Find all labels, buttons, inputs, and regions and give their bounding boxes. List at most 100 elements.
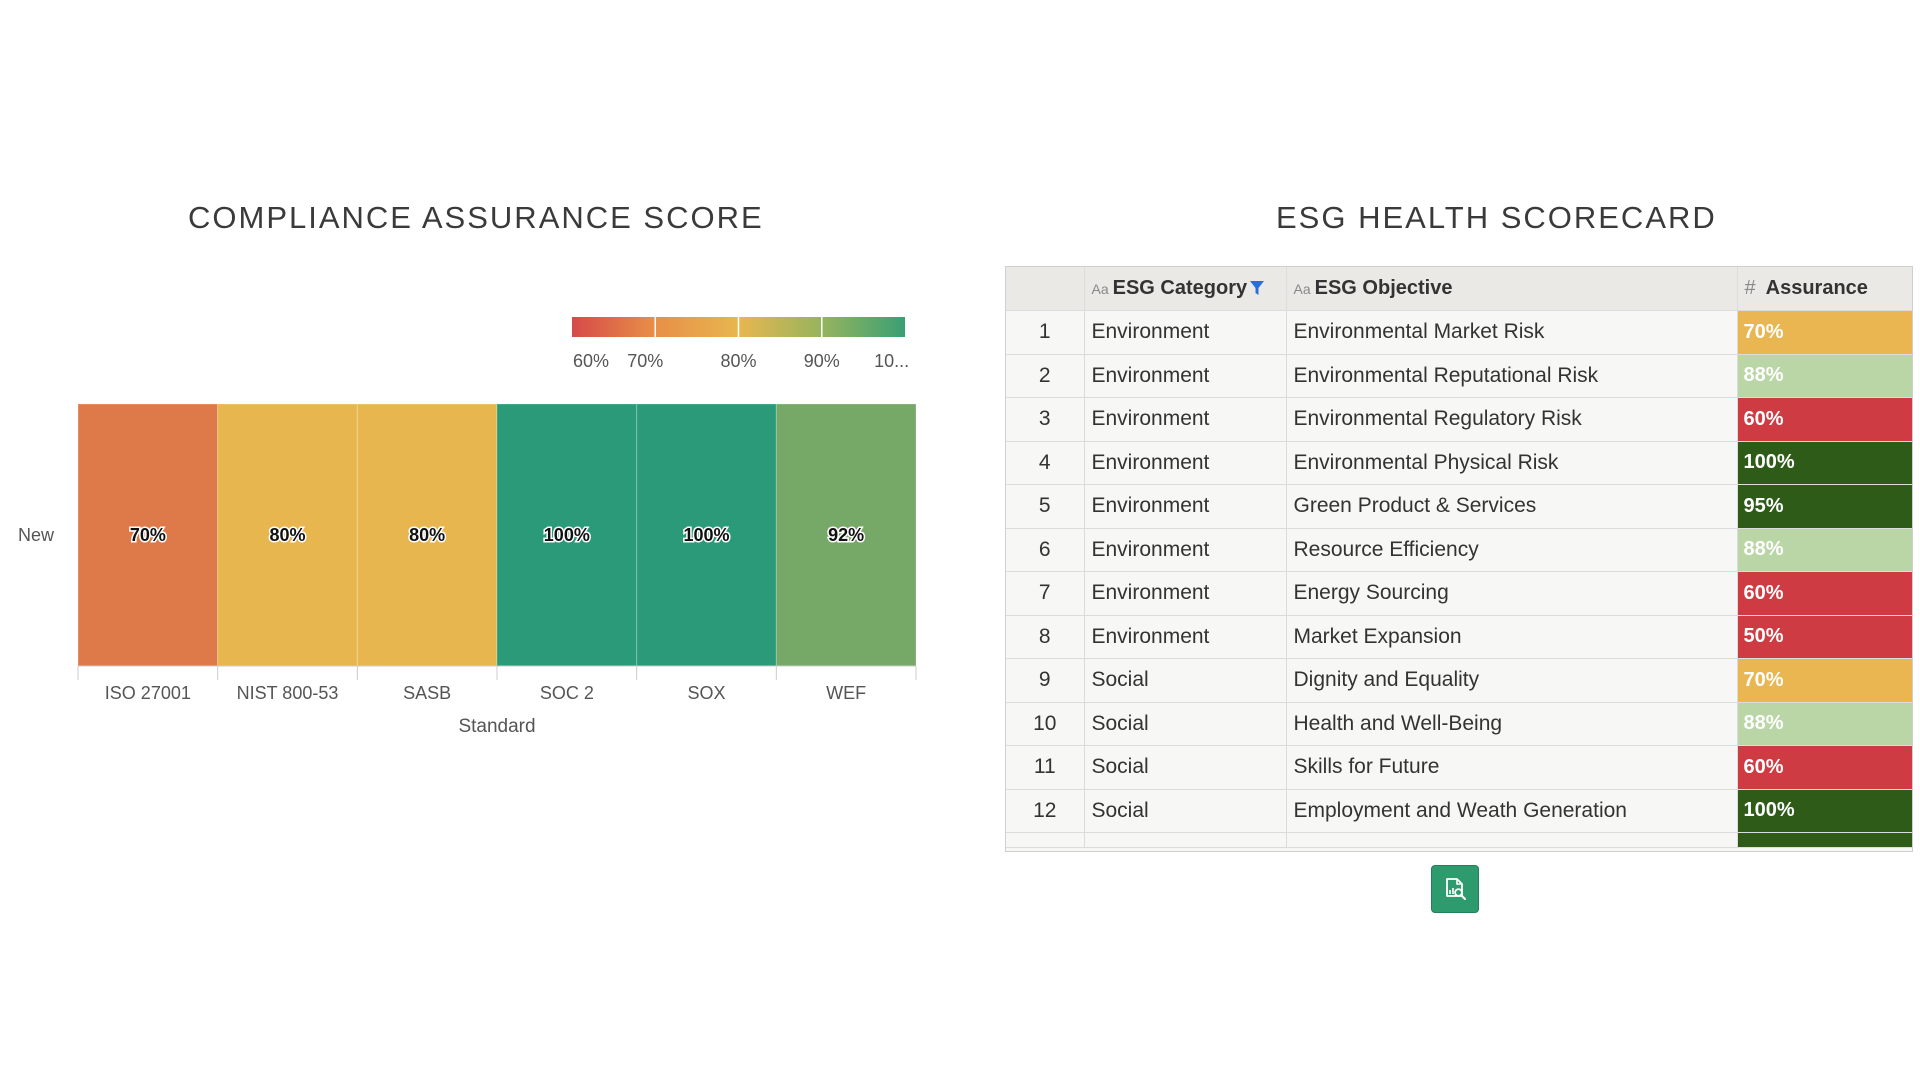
row-index-cell[interactable]: 4 <box>1006 441 1085 485</box>
row-index-cell[interactable]: 1 <box>1006 310 1085 355</box>
assurance-cell[interactable]: 88% <box>1737 528 1912 572</box>
assurance-cell[interactable]: 60% <box>1737 397 1912 442</box>
cell-value-label: 80% <box>269 525 305 545</box>
heatmap-cell[interactable] <box>77 403 219 667</box>
category-cell[interactable]: Social <box>1084 702 1287 746</box>
cell-value-label: 100% <box>683 525 729 545</box>
category-cell[interactable]: Environment <box>1084 310 1287 355</box>
objective-cell[interactable]: Energy Sourcing <box>1286 571 1738 616</box>
scorecard-title: ESG HEALTH SCORECARD <box>1276 200 1717 235</box>
category-cell[interactable]: Environment <box>1084 528 1287 572</box>
table-row[interactable]: 2 Environment Environmental Reputational R… <box>1006 354 1912 398</box>
table-row[interactable]: 4 Environment Environmental Physical Risk 1… <box>1006 441 1912 485</box>
assurance-cell[interactable]: 50% <box>1737 615 1912 659</box>
category-cell[interactable]: Environment <box>1084 571 1287 616</box>
assurance-cell[interactable]: 70% <box>1737 310 1912 355</box>
text-type-icon: Aa <box>1091 281 1109 297</box>
filter-icon[interactable] <box>1249 280 1265 296</box>
legend-tick-label: 60% <box>573 351 609 371</box>
table-row-partial <box>1006 832 1912 848</box>
x-tick-label: SOX <box>687 683 725 703</box>
heatmap-cells: 70% 80% 80% 100% 100% 92% <box>77 403 917 667</box>
table-row[interactable]: 7 Environment Energy Sourcing 60% <box>1006 571 1912 616</box>
objective-cell[interactable]: Environmental Regulatory Risk <box>1286 397 1738 442</box>
color-legend: 60% 70% 80% 90% 10... <box>572 317 909 371</box>
x-axis-title: Standard <box>458 716 535 737</box>
assurance-column-header[interactable]: # Assurance <box>1737 267 1912 311</box>
cell-value-label: 70% <box>130 525 166 545</box>
category-cell[interactable]: Environment <box>1084 354 1287 398</box>
table-row[interactable]: 11 Social Skills for Future 60% <box>1006 745 1912 790</box>
legend-tick-label: 80% <box>720 351 756 371</box>
objective-cell[interactable]: Employment and Weath Generation <box>1286 789 1738 833</box>
table-row[interactable]: 10 Social Health and Well-Being 88% <box>1006 702 1912 746</box>
objective-cell[interactable]: Green Product & Services <box>1286 484 1738 529</box>
partial-cell <box>1286 832 1738 848</box>
row-index-cell[interactable]: 2 <box>1006 354 1085 398</box>
scorecard-table[interactable]: Aa ESG Category Aa ESG Objective # Assuranc… <box>1005 266 1913 852</box>
partial-cell <box>1084 832 1287 848</box>
category-cell[interactable]: Environment <box>1084 484 1287 529</box>
objective-cell[interactable]: Environmental Physical Risk <box>1286 441 1738 485</box>
x-tick-label: SOC 2 <box>540 683 594 703</box>
assurance-cell[interactable]: 88% <box>1737 702 1912 746</box>
assurance-cell[interactable]: 100% <box>1737 789 1912 833</box>
explore-data-button[interactable] <box>1431 865 1479 913</box>
cell-value-label: 100% <box>544 525 590 545</box>
assurance-cell[interactable]: 100% <box>1737 441 1912 485</box>
category-cell[interactable]: Environment <box>1084 441 1287 485</box>
row-index-cell[interactable]: 3 <box>1006 397 1085 442</box>
compliance-heatmap: 60% 70% 80% 90% 10... 70% 80% 80% 100% 100% 92% I… <box>18 317 917 737</box>
assurance-cell[interactable]: 60% <box>1737 571 1912 616</box>
assurance-cell[interactable]: 88% <box>1737 354 1912 398</box>
category-column-header[interactable]: Aa ESG Category <box>1084 267 1287 311</box>
legend-tick-label: 10... <box>874 351 909 371</box>
table-row[interactable]: 6 Environment Resource Efficiency 88% <box>1006 528 1912 572</box>
table-row[interactable]: 8 Environment Market Expansion 50% <box>1006 615 1912 659</box>
assurance-cell[interactable]: 95% <box>1737 484 1912 529</box>
objective-cell[interactable]: Health and Well-Being <box>1286 702 1738 746</box>
row-index-cell[interactable]: 8 <box>1006 615 1085 659</box>
objective-cell[interactable]: Environmental Market Risk <box>1286 310 1738 355</box>
assurance-cell[interactable]: 60% <box>1737 745 1912 790</box>
row-index-cell[interactable]: 10 <box>1006 702 1085 746</box>
category-cell[interactable]: Social <box>1084 789 1287 833</box>
x-tick-label: WEF <box>826 683 866 703</box>
table-row[interactable]: 5 Environment Green Product & Services 95% <box>1006 484 1912 529</box>
assurance-cell[interactable]: 70% <box>1737 658 1912 703</box>
row-index-cell[interactable]: 6 <box>1006 528 1085 572</box>
row-index-cell[interactable]: 12 <box>1006 789 1085 833</box>
legend-tick-label: 70% <box>627 351 663 371</box>
explore-data-icon <box>1446 878 1466 900</box>
index-column-header <box>1006 267 1085 311</box>
x-axis: ISO 27001 NIST 800-53 SASB SOC 2 SOX WEF Stand… <box>18 525 917 737</box>
table-row[interactable]: 3 Environment Environmental Regulatory Ris… <box>1006 397 1912 442</box>
category-cell[interactable]: Environment <box>1084 397 1287 442</box>
row-index-cell[interactable]: 9 <box>1006 658 1085 703</box>
assurance-header-label: Assurance <box>1765 277 1868 299</box>
objective-cell[interactable]: Resource Efficiency <box>1286 528 1738 572</box>
category-cell[interactable]: Social <box>1084 658 1287 703</box>
category-cell[interactable]: Social <box>1084 745 1287 790</box>
category-header-label: ESG Category <box>1112 277 1248 299</box>
table-row[interactable]: 12 Social Employment and Weath Generation 1… <box>1006 789 1912 833</box>
objective-cell[interactable]: Dignity and Equality <box>1286 658 1738 703</box>
table-row[interactable]: 9 Social Dignity and Equality 70% <box>1006 658 1912 703</box>
partial-cell <box>1006 832 1085 848</box>
table-header-row: Aa ESG Category Aa ESG Objective # Assuranc… <box>1006 267 1912 311</box>
heatmap-cell[interactable] <box>356 403 498 667</box>
cell-value-label: 80% <box>409 525 445 545</box>
row-index-cell[interactable]: 11 <box>1006 745 1085 790</box>
objective-column-header[interactable]: Aa ESG Objective <box>1286 267 1738 311</box>
objective-cell[interactable]: Environmental Reputational Risk <box>1286 354 1738 398</box>
row-index-cell[interactable]: 7 <box>1006 571 1085 616</box>
table-row[interactable]: 1 Environment Environmental Market Risk 70% <box>1006 310 1912 355</box>
chart-title: COMPLIANCE ASSURANCE SCORE <box>188 200 764 235</box>
x-tick-label: ISO 27001 <box>105 683 191 703</box>
row-index-cell[interactable]: 5 <box>1006 484 1085 529</box>
partial-cell <box>1737 832 1912 848</box>
category-cell[interactable]: Environment <box>1084 615 1287 659</box>
objective-cell[interactable]: Skills for Future <box>1286 745 1738 790</box>
objective-cell[interactable]: Market Expansion <box>1286 615 1738 659</box>
objective-header-label: ESG Objective <box>1314 277 1453 299</box>
